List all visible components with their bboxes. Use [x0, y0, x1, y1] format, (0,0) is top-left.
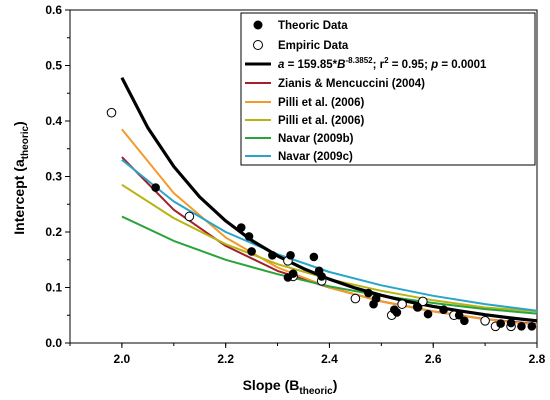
fit-line	[120, 76, 538, 323]
theoric-point	[423, 309, 433, 319]
y-tick-label: 0.6	[45, 3, 62, 17]
y-tick-label: 0.4	[45, 114, 62, 128]
legend-box	[240, 12, 536, 166]
x-axis-title: Slope (Btheoric)	[243, 377, 338, 397]
legend-label-pilli-orange: Pilli et al. (2006)	[278, 97, 364, 109]
theoric-point	[371, 294, 381, 303]
points	[106, 107, 537, 332]
x-tick-label: 2.0	[114, 352, 131, 366]
theoric-point	[288, 269, 298, 278]
legend-label-theoric: Theoric Data	[278, 20, 348, 32]
y-tick-label: 0.2	[45, 225, 62, 239]
x-tick-label: 2.4	[321, 352, 338, 366]
theoric-point	[268, 251, 277, 260]
y-tick-label: 0.0	[45, 336, 62, 350]
theoric-point	[506, 318, 516, 328]
y-axis-title: Intercept (atheoric)	[11, 121, 31, 234]
theoric-point	[413, 302, 422, 312]
empiric-point	[480, 316, 490, 326]
curves	[120, 76, 538, 326]
x-tick-label: 2.2	[217, 352, 234, 366]
x-tick-label: 2.6	[425, 352, 442, 366]
empiric-point	[418, 296, 428, 307]
legend: Theoric Data Empiric Data a = 159.85*B-8…	[240, 12, 536, 166]
theoric-point	[496, 319, 505, 328]
theoric-point	[460, 316, 469, 326]
y-tick-label: 0.3	[45, 170, 62, 184]
theoric-point	[517, 322, 526, 331]
legend-label-pilli-olive: Pilli et al. (2006)	[278, 115, 364, 127]
series-line-4	[121, 159, 538, 312]
legend-label-navar-c: Navar (2009c)	[278, 151, 353, 163]
series-line-1	[121, 128, 538, 326]
theoric-point	[364, 288, 373, 298]
empiric-point	[184, 211, 195, 222]
theoric-point	[236, 223, 246, 232]
x-tick-label: 2.8	[529, 352, 546, 366]
y-tick-label: 0.5	[45, 59, 62, 73]
theoric-point	[439, 305, 448, 315]
legend-marker-empiric	[253, 40, 263, 50]
theoric-point	[247, 247, 256, 256]
legend-label-empiric: Empiric Data	[278, 40, 349, 52]
theoric-point	[317, 272, 326, 281]
theoric-point	[244, 232, 254, 241]
series-line-3	[121, 215, 538, 315]
empiric-point	[350, 293, 361, 304]
legend-label-navar-b: Navar (2009b)	[278, 133, 354, 145]
theoric-point	[286, 251, 295, 260]
legend-label-zianis: Zianis & Mencuccini (2004)	[278, 78, 425, 90]
theoric-point	[151, 183, 160, 192]
theoric-point	[392, 308, 402, 317]
theoric-point	[309, 252, 319, 262]
empiric-point	[397, 299, 407, 309]
theoric-point	[527, 322, 537, 331]
empiric-point	[106, 107, 117, 118]
legend-marker-theoric	[253, 20, 263, 30]
theoric-point	[454, 310, 464, 320]
y-tick-label: 0.1	[45, 281, 62, 295]
axes: 0.0 0.1 0.2 0.3 0.4 0.5 0.6 2.0 2.2 2.4 2.6 2.8	[45, 3, 545, 366]
legend-label-fit: a = 159.85*B-8.3852; r2 = 0.95; p = 0.00…	[278, 56, 487, 71]
